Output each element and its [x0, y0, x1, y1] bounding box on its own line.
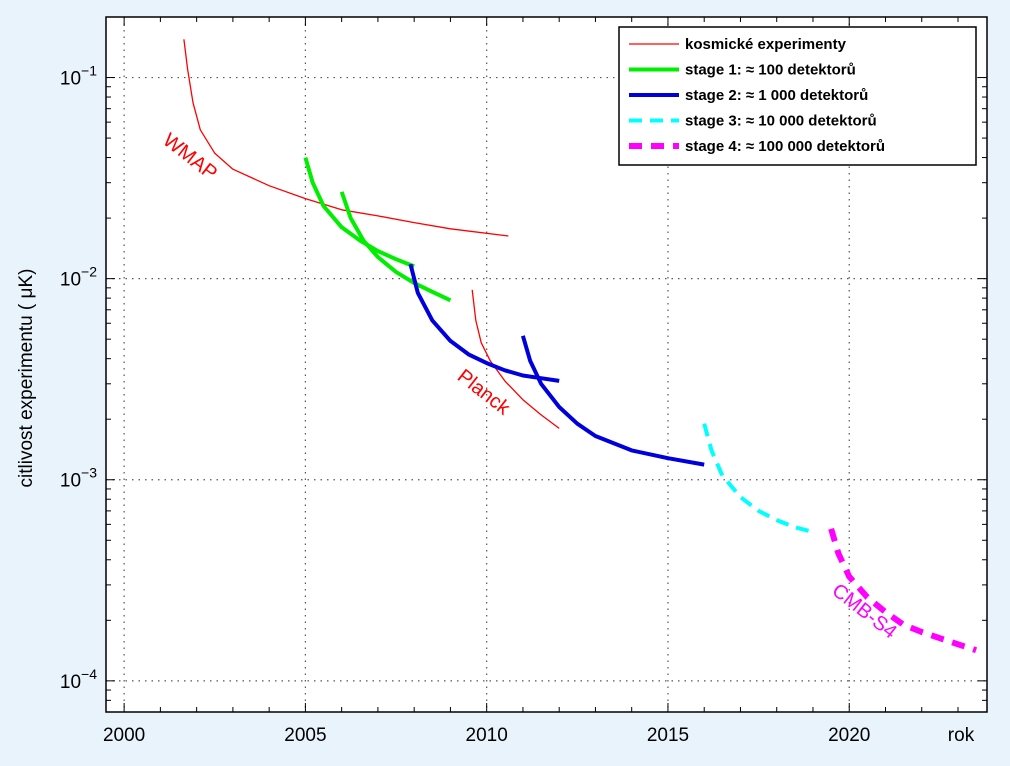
x-tick-label: 2015 [647, 725, 689, 746]
x-tick-label: 2010 [466, 725, 508, 746]
series-line [408, 263, 560, 383]
legend: kosmické experimenty stage 1: ≈ 100 detek… [618, 26, 977, 166]
series-line [828, 527, 978, 654]
x-tick-label: 2005 [284, 725, 326, 746]
y-tick-label: 10−3 [60, 465, 97, 492]
legend-label: stage 4: ≈ 100 000 detektorů [685, 138, 885, 155]
series-line [702, 423, 814, 534]
y-tick-label: 10−1 [60, 63, 97, 90]
legend-label: stage 3: ≈ 10 000 detektorů [685, 113, 877, 130]
minor-ticks [106, 16, 987, 713]
series-line [520, 335, 705, 467]
grid [106, 17, 987, 712]
y-axis-label: citlivost experimentu ( μK) [16, 269, 37, 488]
y-tick-label: 10−2 [60, 264, 97, 291]
y-tick-label: 10−4 [60, 666, 97, 693]
x-axis-label: rok [948, 725, 975, 746]
legend-label: stage 1: ≈ 100 detektorů [685, 62, 856, 79]
plot-frame [105, 16, 988, 713]
series-line [303, 157, 415, 269]
legend-label: kosmické experimenty [685, 36, 847, 53]
series-layer [183, 39, 978, 654]
series-line [471, 289, 560, 429]
x-tick-label: 2020 [828, 725, 870, 746]
x-tick-label: 2000 [103, 725, 145, 746]
series-line [339, 191, 452, 303]
series-line [183, 39, 509, 237]
x-axis-ticks: 2000 2005 2010 2015 2020 [103, 725, 870, 746]
legend-label: stage 2: ≈ 1 000 detektorů [685, 87, 868, 104]
y-axis-ticks: 10−1 10−2 10−3 10−4 [60, 63, 97, 693]
